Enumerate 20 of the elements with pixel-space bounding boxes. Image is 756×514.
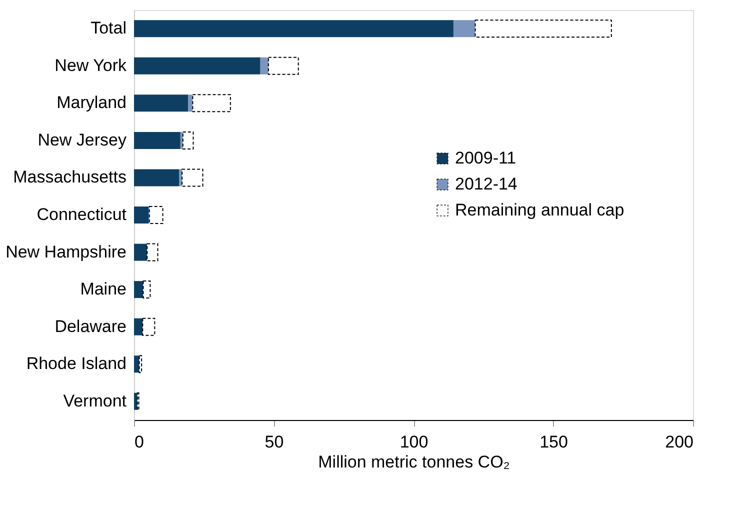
y-tick-label: Massachusetts [13, 168, 126, 187]
y-tick-label: Vermont [63, 391, 127, 410]
x-tick-label: 50 [264, 432, 284, 452]
y-tick-label: Connecticut [36, 205, 127, 224]
legend-label: Remaining annual cap [455, 200, 624, 220]
y-tick-label: New Jersey [38, 130, 127, 150]
y-tick-label: Maryland [56, 93, 126, 112]
y-tick-label: Maine [80, 280, 126, 299]
y-tick-label: New Hampshire [6, 242, 126, 262]
legend-label: 2012-14 [455, 174, 518, 194]
y-tick-label: Rhode Island [26, 354, 126, 374]
x-tick-label: 100 [400, 432, 428, 452]
y-tick-label: Total [90, 18, 126, 38]
legend-label: 2009-11 [455, 148, 516, 168]
x-tick-label: 0 [134, 432, 144, 452]
x-axis-title: Million metric tonnes CO₂ [318, 452, 510, 472]
x-tick-label: 150 [540, 432, 568, 452]
y-tick-label: New York [54, 56, 127, 75]
x-tick-label: 200 [665, 432, 694, 452]
y-tick-label: Delaware [54, 316, 126, 336]
